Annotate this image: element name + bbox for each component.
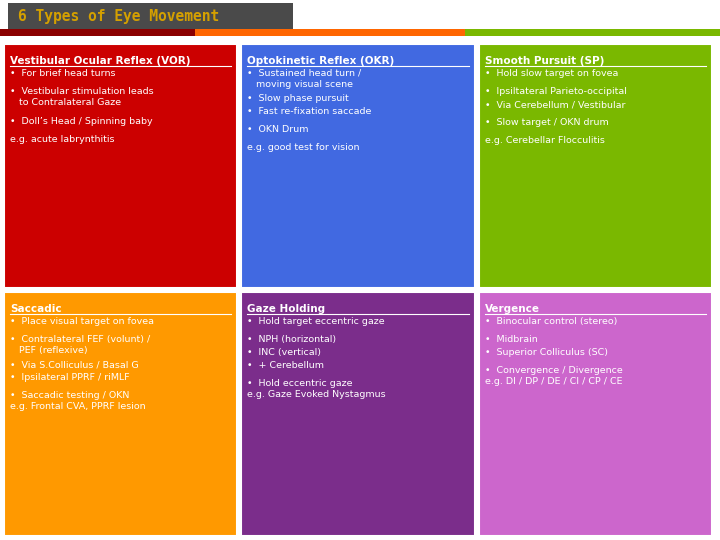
Text: •  Ipsiltateral Parieto-occipital: • Ipsiltateral Parieto-occipital bbox=[485, 87, 626, 96]
Text: •  Place visual target on fovea: • Place visual target on fovea bbox=[10, 317, 154, 326]
Text: •  Doll’s Head / Spinning baby: • Doll’s Head / Spinning baby bbox=[10, 117, 153, 126]
Bar bbox=[195, 29, 465, 36]
Text: Gaze Holding: Gaze Holding bbox=[248, 304, 325, 314]
Bar bbox=[465, 29, 720, 36]
Text: •  NPH (horizontal): • NPH (horizontal) bbox=[248, 335, 336, 344]
Text: Saccadic: Saccadic bbox=[10, 304, 62, 314]
Text: •  Via S.Colliculus / Basal G: • Via S.Colliculus / Basal G bbox=[10, 360, 139, 369]
Text: 6 Types of Eye Movement: 6 Types of Eye Movement bbox=[18, 9, 220, 24]
Text: •  Binocular control (stereo): • Binocular control (stereo) bbox=[485, 317, 617, 326]
Text: •  Contralateral FEF (volunt) /
   PEF (reflexive): • Contralateral FEF (volunt) / PEF (refl… bbox=[10, 335, 150, 355]
Text: •  Vestibular stimulation leads
   to Contralateral Gaze: • Vestibular stimulation leads to Contra… bbox=[10, 87, 153, 107]
Text: •  Slow target / OKN drum: • Slow target / OKN drum bbox=[485, 118, 608, 127]
Text: Optokinetic Reflex (OKR): Optokinetic Reflex (OKR) bbox=[248, 56, 395, 66]
Text: •  Hold eccentric gaze
e.g. Gaze Evoked Nystagmus: • Hold eccentric gaze e.g. Gaze Evoked N… bbox=[248, 379, 386, 399]
Text: •  Hold slow target on fovea: • Hold slow target on fovea bbox=[485, 69, 618, 78]
Text: •  Midbrain: • Midbrain bbox=[485, 335, 537, 344]
Text: •  Superior Colliculus (SC): • Superior Colliculus (SC) bbox=[485, 348, 608, 357]
Text: •  OKN Drum: • OKN Drum bbox=[248, 125, 309, 134]
Text: •  Fast re-fixation saccade: • Fast re-fixation saccade bbox=[248, 107, 372, 116]
Text: •  Slow phase pursuit: • Slow phase pursuit bbox=[248, 94, 349, 103]
Text: •  For brief head turns: • For brief head turns bbox=[10, 69, 115, 78]
Text: Smooth Pursuit (SP): Smooth Pursuit (SP) bbox=[485, 56, 604, 66]
Text: •  Sustained head turn /
   moving visual scene: • Sustained head turn / moving visual sc… bbox=[248, 69, 361, 89]
Text: •  Hold target eccentric gaze: • Hold target eccentric gaze bbox=[248, 317, 385, 326]
Bar bbox=[8, 3, 293, 30]
Text: •  INC (vertical): • INC (vertical) bbox=[248, 348, 321, 357]
Bar bbox=[4, 292, 238, 536]
Bar bbox=[479, 44, 712, 288]
Text: e.g. good test for vision: e.g. good test for vision bbox=[248, 143, 360, 152]
Bar bbox=[0, 29, 195, 36]
Text: •  + Cerebellum: • + Cerebellum bbox=[248, 361, 324, 370]
Text: •  Ipsilateral PPRF / riMLF: • Ipsilateral PPRF / riMLF bbox=[10, 373, 130, 382]
Text: Vestibular Ocular Reflex (VOR): Vestibular Ocular Reflex (VOR) bbox=[10, 56, 191, 66]
Text: e.g. Cerebellar Flocculitis: e.g. Cerebellar Flocculitis bbox=[485, 136, 605, 145]
Bar bbox=[241, 292, 474, 536]
Text: •  Convergence / Divergence
e.g. DI / DP / DE / CI / CP / CE: • Convergence / Divergence e.g. DI / DP … bbox=[485, 366, 622, 386]
Text: e.g. acute labrynthitis: e.g. acute labrynthitis bbox=[10, 135, 114, 144]
Text: •  Via Cerebellum / Vestibular: • Via Cerebellum / Vestibular bbox=[485, 100, 625, 109]
Text: Vergence: Vergence bbox=[485, 304, 540, 314]
Bar bbox=[4, 44, 238, 288]
Text: •  Saccadic testing / OKN
e.g. Frontal CVA, PPRF lesion: • Saccadic testing / OKN e.g. Frontal CV… bbox=[10, 391, 145, 411]
Bar bbox=[241, 44, 474, 288]
Bar bbox=[479, 292, 712, 536]
